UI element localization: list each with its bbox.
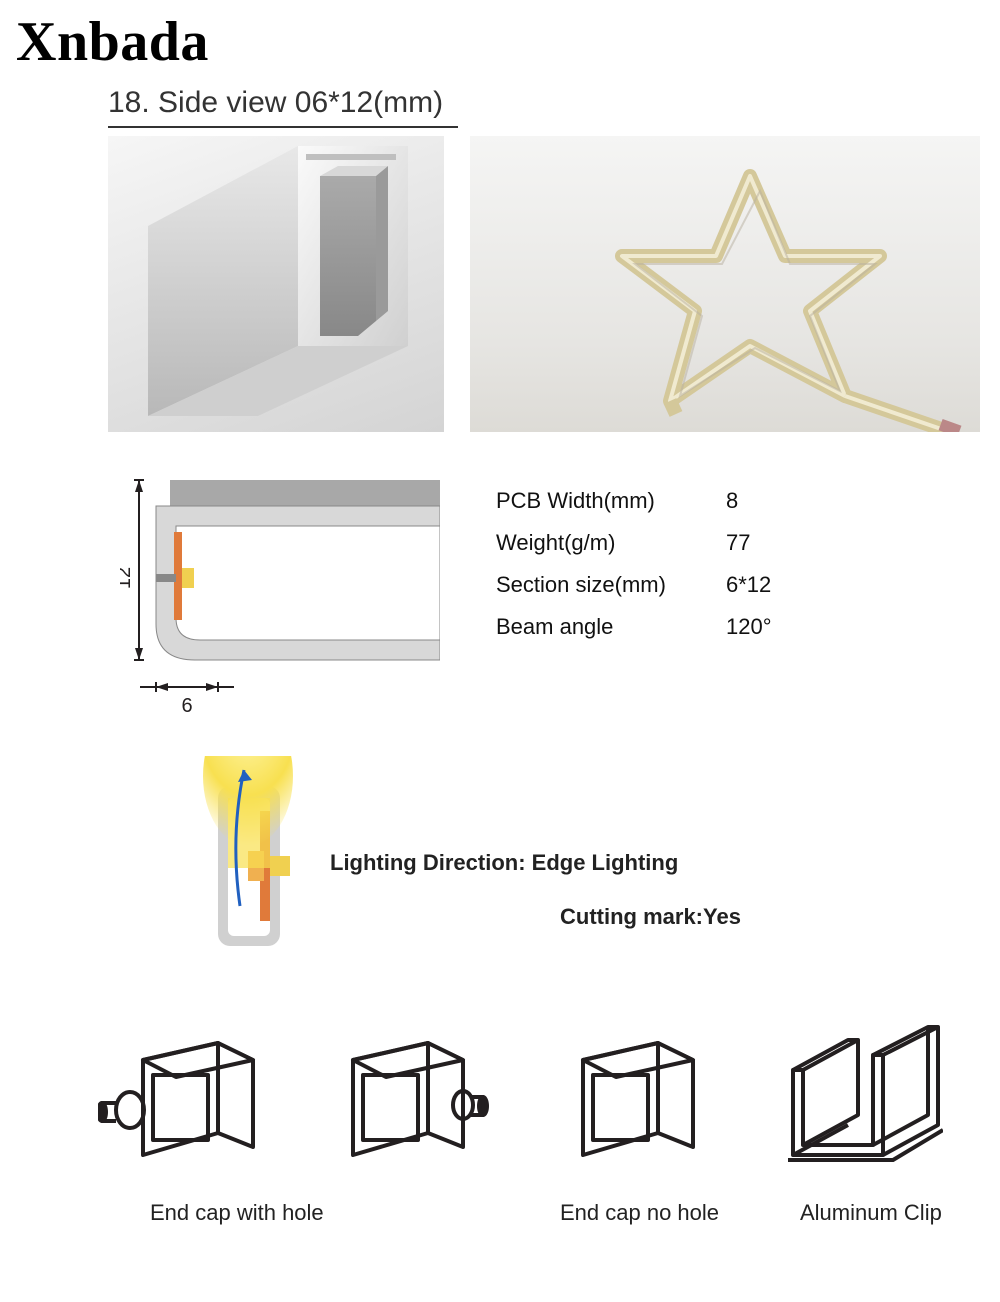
accessories-row [70,970,970,1190]
spec-label: Beam angle [496,606,726,648]
lighting-direction-diagram [200,756,310,956]
spec-value: 120° [726,606,806,648]
label-end-cap-hole: End cap with hole [150,1200,324,1226]
spec-row: PCB Width(mm)8 [496,480,806,522]
spec-value: 8 [726,480,806,522]
page-title: 18. Side view 06*12(mm) [108,86,458,128]
brand-logo: Xnbada [16,10,209,74]
spec-value: 77 [726,522,806,564]
spec-table: PCB Width(mm)8 Weight(g/m)77 Section siz… [496,480,806,648]
width-dim: 6 [181,695,192,717]
spec-row: Section size(mm)6*12 [496,564,806,606]
spec-row: Beam angle120° [496,606,806,648]
end-cap-no-hole [533,1015,733,1190]
spec-label: PCB Width(mm) [496,480,726,522]
cross-section-diagram: 12 6 [120,460,440,740]
cutting-mark-label: Cutting mark:Yes [560,904,741,930]
spec-label: Weight(g/m) [496,522,726,564]
end-cap-with-hole [83,1015,283,1190]
lighting-direction-label: Lighting Direction: Edge Lighting [330,850,678,876]
aluminum-clip [758,1015,958,1190]
spec-value: 6*12 [726,564,806,606]
profile-3d-render [108,136,444,432]
label-aluminum-clip: Aluminum Clip [800,1200,942,1226]
end-cap-with-hole-alt [308,1015,508,1190]
height-dim: 12 [120,567,135,589]
label-end-cap-nohole: End cap no hole [560,1200,719,1226]
spec-row: Weight(g/m)77 [496,522,806,564]
star-shape-render [470,136,980,432]
spec-label: Section size(mm) [496,564,726,606]
